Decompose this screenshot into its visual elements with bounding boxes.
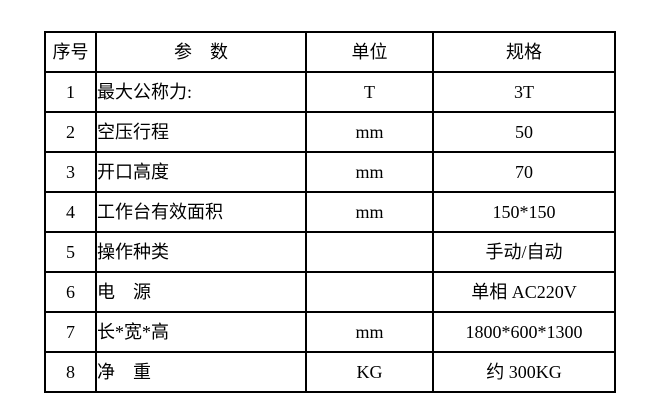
cell-index: 6: [44, 271, 97, 313]
table-row: 3 开口高度 mm 70: [44, 151, 616, 193]
cell-unit: [305, 231, 434, 273]
cell-unit: KG: [305, 351, 434, 393]
cell-index: 1: [44, 71, 97, 113]
cell-index: 8: [44, 351, 97, 393]
cell-spec: 50: [432, 111, 616, 153]
cell-spec: 150*150: [432, 191, 616, 233]
cell-unit: T: [305, 71, 434, 113]
table-row: 1 最大公称力: T 3T: [44, 71, 616, 113]
cell-parameter: 电 源: [95, 271, 307, 313]
cell-parameter: 操作种类: [95, 231, 307, 273]
spec-table: 序号 参 数 单位 规格 1 最大公称力: T 3T 2 空压行程 mm 50 …: [44, 31, 616, 393]
table-row: 4 工作台有效面积 mm 150*150: [44, 191, 616, 233]
cell-spec: 手动/自动: [432, 231, 616, 273]
cell-parameter: 净 重: [95, 351, 307, 393]
table-row: 5 操作种类 手动/自动: [44, 231, 616, 273]
table-row: 7 长*宽*高 mm 1800*600*1300: [44, 311, 616, 353]
cell-index: 7: [44, 311, 97, 353]
cell-parameter: 工作台有效面积: [95, 191, 307, 233]
header-row: 序号 参 数 单位 规格: [44, 31, 616, 73]
cell-index: 3: [44, 151, 97, 193]
table-row: 8 净 重 KG 约 300KG: [44, 351, 616, 393]
col-header-parameter: 参 数: [95, 31, 307, 73]
table-row: 6 电 源 单相 AC220V: [44, 271, 616, 313]
cell-spec: 单相 AC220V: [432, 271, 616, 313]
cell-parameter: 开口高度: [95, 151, 307, 193]
col-header-unit: 单位: [305, 31, 434, 73]
cell-parameter: 长*宽*高: [95, 311, 307, 353]
cell-parameter: 空压行程: [95, 111, 307, 153]
cell-index: 2: [44, 111, 97, 153]
cell-index: 5: [44, 231, 97, 273]
cell-index: 4: [44, 191, 97, 233]
cell-spec: 1800*600*1300: [432, 311, 616, 353]
cell-spec: 3T: [432, 71, 616, 113]
cell-unit: mm: [305, 311, 434, 353]
cell-spec: 70: [432, 151, 616, 193]
cell-unit: mm: [305, 191, 434, 233]
col-header-spec: 规格: [432, 31, 616, 73]
col-header-index: 序号: [44, 31, 97, 73]
cell-unit: [305, 271, 434, 313]
table-row: 2 空压行程 mm 50: [44, 111, 616, 153]
cell-spec: 约 300KG: [432, 351, 616, 393]
cell-parameter: 最大公称力:: [95, 71, 307, 113]
cell-unit: mm: [305, 111, 434, 153]
cell-unit: mm: [305, 151, 434, 193]
